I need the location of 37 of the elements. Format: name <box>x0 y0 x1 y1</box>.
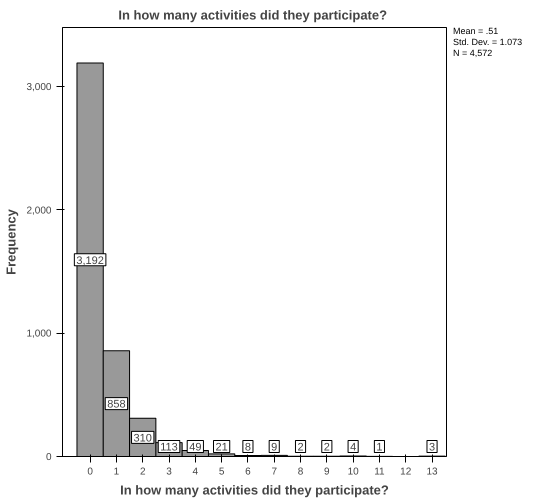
x-tick-label: 0 <box>87 466 94 478</box>
x-tick-label: 6 <box>245 466 252 478</box>
data-label: 3,192 <box>76 254 104 267</box>
data-label: 1 <box>376 442 382 454</box>
chart-title: In how many activities did they participate? <box>118 8 388 22</box>
x-tick-label: 5 <box>218 466 225 478</box>
y-tick-label: 3,000 <box>26 82 52 94</box>
y-tick-label: 0 <box>46 452 52 463</box>
data-label: 3 <box>428 442 436 454</box>
x-tick-label: 2 <box>140 466 146 478</box>
x-tick-label: 13 <box>426 466 438 478</box>
data-label: 21 <box>216 442 228 454</box>
text: Std. Dev. = 1.073 <box>453 37 522 47</box>
data-label: 2 <box>324 442 330 454</box>
data-label: 858 <box>107 398 126 411</box>
x-tick-label: 9 <box>324 466 330 478</box>
data-label: 310 <box>134 432 152 444</box>
x-tick-label: 8 <box>298 466 304 478</box>
x-tick-label: 10 <box>348 466 360 478</box>
y-tick-label: 2,000 <box>26 205 52 216</box>
y-axis-title: Frequency <box>3 208 18 275</box>
data-label: 49 <box>189 442 202 454</box>
x-tick-label: 3 <box>166 466 172 478</box>
data-label: 2 <box>297 442 304 454</box>
x-tick-label: 12 <box>400 466 412 478</box>
x-axis-title: In how many activities did they participate? <box>120 482 389 498</box>
x-tick-label: 1 <box>114 466 120 478</box>
text: N = 4,572 <box>453 48 492 58</box>
data-label: 4 <box>350 442 356 454</box>
x-tick-label: 7 <box>271 466 278 478</box>
x-tick-label: 11 <box>374 466 386 478</box>
y-tick-label: 1,000 <box>26 328 52 340</box>
data-label: 8 <box>244 442 251 454</box>
text: Mean = .51 <box>453 26 498 36</box>
x-tick-label: 4 <box>192 466 199 478</box>
data-label: 113 <box>160 442 178 454</box>
data-label: 9 <box>271 442 278 454</box>
